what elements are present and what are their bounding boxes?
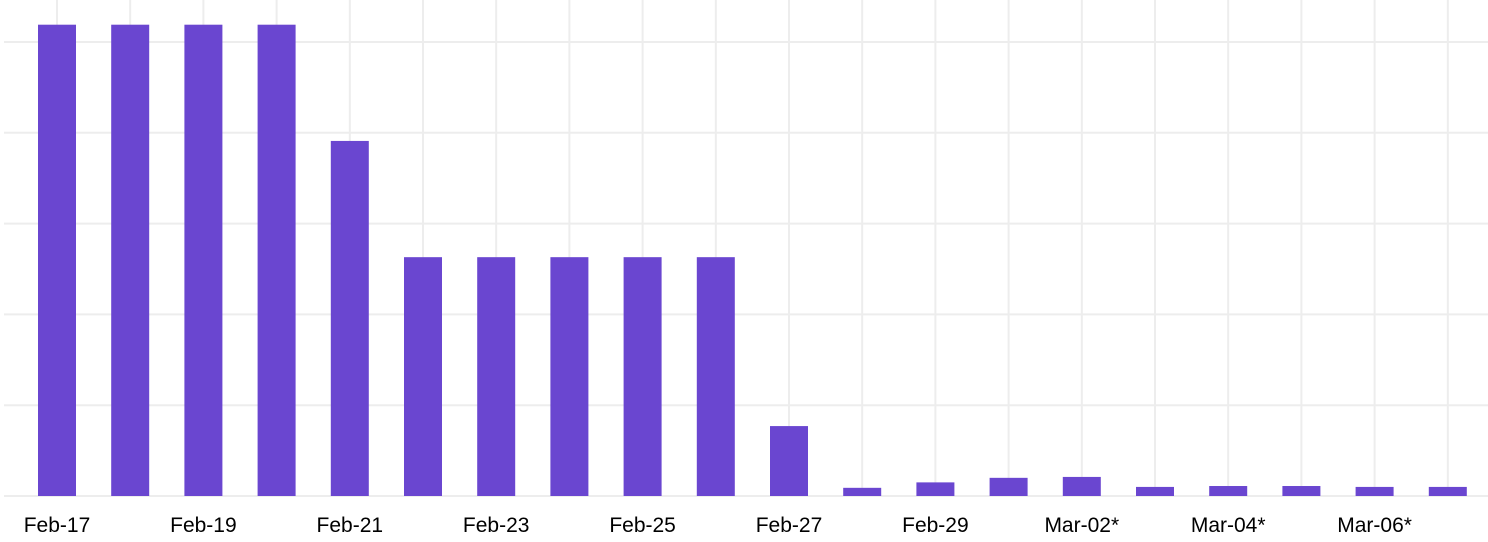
x-tick-label: Feb-17 xyxy=(24,514,91,537)
bar-mar-03 xyxy=(1136,486,1174,496)
x-tick-label: Feb-19 xyxy=(170,514,237,537)
bar-feb-23 xyxy=(477,257,516,496)
bar-feb-26 xyxy=(696,257,735,496)
bar-feb-27 xyxy=(770,426,808,496)
bar-feb-17 xyxy=(38,24,76,496)
bars xyxy=(38,24,1467,496)
gridlines xyxy=(4,0,1488,497)
bar-feb-19 xyxy=(184,24,223,496)
bar-mar-05 xyxy=(1282,486,1321,496)
x-tick-label: Mar-06* xyxy=(1337,514,1412,537)
bar-mar-04 xyxy=(1209,486,1248,496)
bar-feb-29 xyxy=(916,482,955,496)
bar-feb-18 xyxy=(111,24,150,496)
x-tick-label: Mar-04* xyxy=(1191,514,1266,537)
x-tick-label: Feb-21 xyxy=(317,514,384,537)
bar-mar-02 xyxy=(1062,476,1101,496)
bar-mar-01 xyxy=(989,477,1028,496)
x-tick-label: Feb-25 xyxy=(609,514,676,537)
bar-feb-25 xyxy=(623,257,662,496)
bar-feb-28 xyxy=(843,487,882,496)
bar-feb-20 xyxy=(257,24,296,496)
bar-feb-24 xyxy=(550,257,589,496)
x-tick-label: Mar-02* xyxy=(1044,514,1119,537)
x-tick-label: Feb-23 xyxy=(463,514,530,537)
x-axis-tick-labels: Feb-17 Feb-19 Feb-21 Feb-23 Feb-25 Feb-27 Feb-… xyxy=(24,514,1412,537)
x-tick-label: Feb-27 xyxy=(756,514,823,537)
bar-mar-07 xyxy=(1428,486,1467,496)
x-tick-label: Feb-29 xyxy=(902,514,969,537)
bar-feb-22 xyxy=(404,257,442,496)
bar-mar-06 xyxy=(1355,486,1394,496)
bar-feb-21 xyxy=(330,140,369,496)
